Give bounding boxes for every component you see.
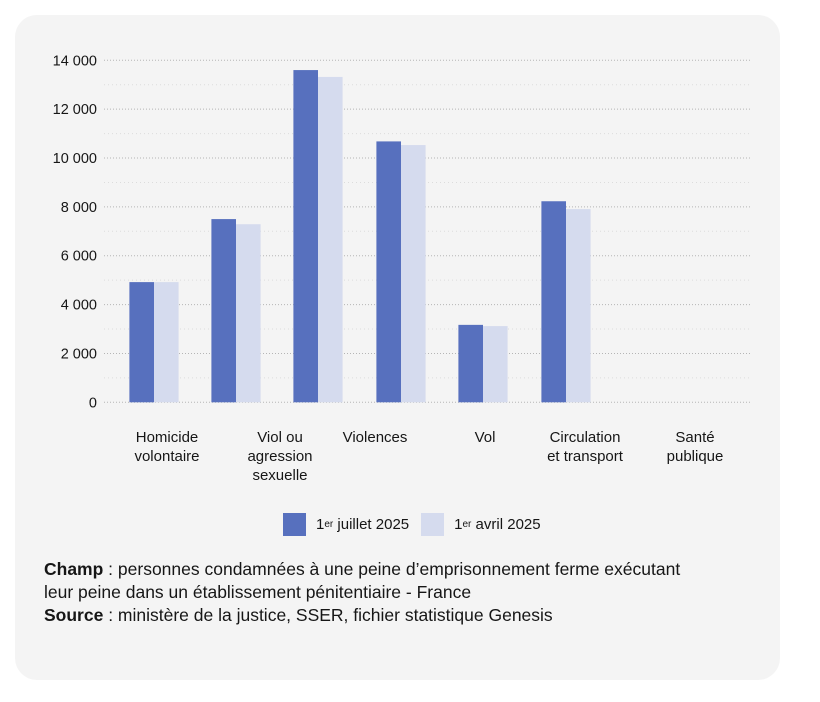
y-tick-label: 8 000 [61,200,97,216]
legend: 1 er juillet 2025 1 er avril 2025 [283,513,553,536]
x-tick-label: Vol [474,429,496,446]
chart-notes: Champ : personnes condamnées à une peine… [44,558,704,627]
bar-avril [318,76,343,403]
x-tick-label: Santé publique [666,429,724,465]
legend-swatch [421,513,445,536]
bar-juillet [458,324,483,403]
legend-item-juillet: 1 er juillet 2025 [283,513,409,536]
bar-juillet [376,141,401,403]
source-text: : ministère de la justice, SSER, fichier… [103,605,553,625]
source-label: Source [44,605,104,625]
bar-avril [236,224,261,403]
x-tick-label: Viol ou agression sexuelle [247,429,313,484]
source-note: Source : ministère de la justice, SSER, … [44,604,704,627]
legend-label: avril 2025 [471,516,541,533]
x-tick-label: Homicide volontaire [134,429,200,465]
bar-avril [483,326,508,403]
bar-juillet [211,219,236,403]
bar-juillet [293,70,318,403]
legend-label: 1 [316,516,325,533]
champ-label: Champ [44,559,104,579]
x-tick-label: Circulation et transport [547,429,623,465]
y-tick-label: 4 000 [61,298,97,314]
legend-item-avril: 1 er avril 2025 [421,513,541,536]
bar-avril [401,145,426,403]
y-tick-label: 10 000 [53,151,97,167]
y-tick-label: 2 000 [61,346,97,362]
bar-avril [154,282,179,403]
bar-juillet [129,282,154,403]
legend-label: juillet 2025 [333,516,410,533]
champ-note: Champ : personnes condamnées à une peine… [44,558,704,604]
y-tick-label: 14 000 [53,53,97,69]
champ-text: : personnes condamnées à une peine d’emp… [44,559,681,602]
legend-label-sup: er [462,519,472,530]
bar-juillet [541,201,566,403]
bar-chart: 0 2 000 4 000 6 000 8 000 10 000 12 000 14 000 [53,53,750,411]
legend-label: 1 [454,516,463,533]
y-tick-label: 6 000 [61,249,97,265]
legend-label-sup: er [324,519,334,530]
y-tick-label: 0 [89,395,97,411]
bar-avril [566,209,591,403]
x-tick-label: Violences [342,429,408,446]
legend-swatch [283,513,306,536]
y-tick-label: 12 000 [53,102,97,118]
